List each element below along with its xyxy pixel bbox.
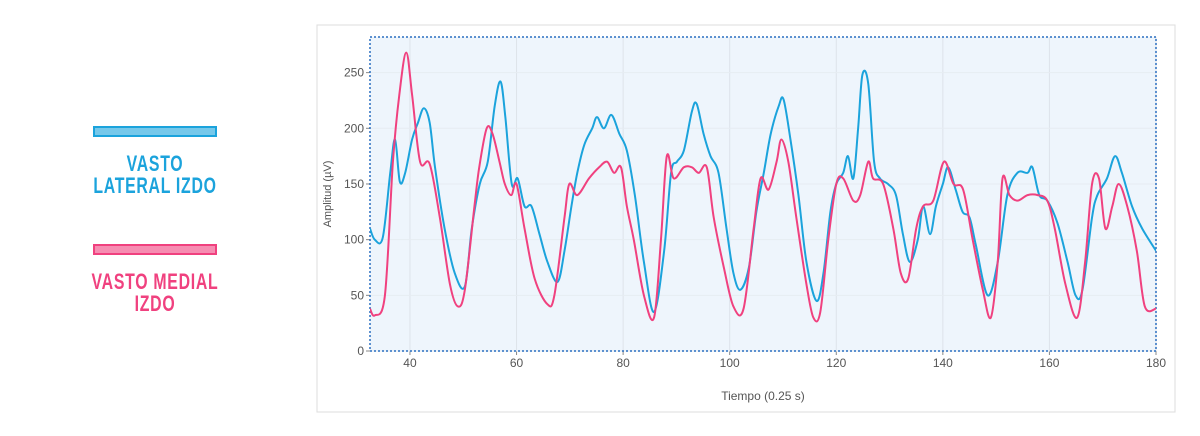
legend-item: VASTO LATERAL IZDO: [70, 126, 240, 197]
x-tick-label: 160: [1039, 356, 1059, 370]
y-tick-label: 50: [351, 288, 365, 302]
legend-item: VASTO MEDIAL IZDO: [70, 244, 240, 315]
x-tick-label: 180: [1146, 356, 1166, 370]
y-tick-label: 250: [344, 66, 364, 80]
x-tick-label: 140: [933, 356, 953, 370]
series-line: [370, 51, 1156, 323]
x-axis-title: Tiempo (0.25 s): [721, 389, 805, 403]
y-tick-label: 0: [357, 344, 364, 358]
y-tick-label: 150: [344, 177, 364, 191]
x-tick-label: 120: [826, 356, 846, 370]
x-tick-label: 80: [616, 356, 630, 370]
y-tick-label: 100: [344, 233, 364, 247]
x-tick-label: 100: [720, 356, 740, 370]
plot-border: [369, 36, 1157, 352]
legend-swatch: [93, 126, 217, 137]
y-tick-label: 200: [344, 121, 364, 135]
plot-area: [370, 37, 1156, 351]
legend-label: VASTO LATERAL IZDO: [93, 151, 217, 198]
legend-swatch: [93, 244, 217, 255]
legend-label: VASTO MEDIAL IZDO: [91, 269, 219, 316]
y-axis-title: Amplitud (µV): [322, 161, 334, 228]
x-tick-label: 60: [510, 356, 524, 370]
x-tick-label: 40: [403, 356, 417, 370]
